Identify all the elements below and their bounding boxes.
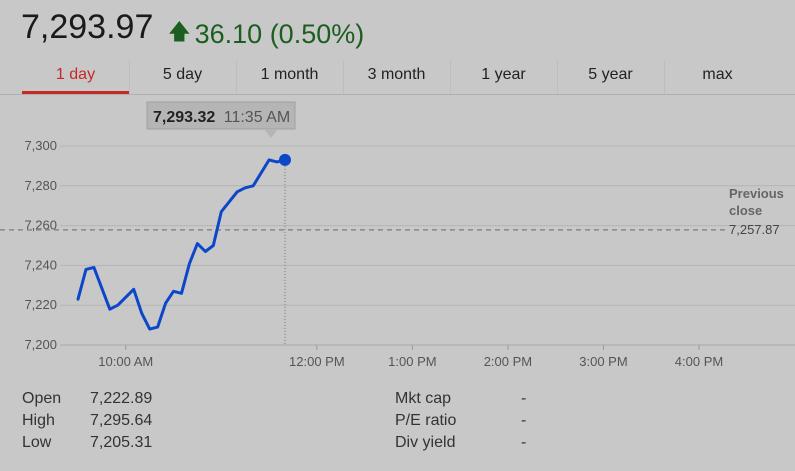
stat-row-open: Open 7,222.89 xyxy=(22,390,152,412)
tab-1-year[interactable]: 1 year xyxy=(481,66,526,83)
tab-divider xyxy=(236,60,237,94)
tooltip-time: 11:35 AM xyxy=(224,109,290,126)
stat-label: Div yield xyxy=(395,434,456,451)
y-tick-label: 7,200 xyxy=(24,337,57,352)
tab-divider xyxy=(557,60,558,94)
up-arrow-icon: 🡅 xyxy=(168,19,191,44)
stat-label: P/E ratio xyxy=(395,412,457,429)
x-tick-label: 2:00 PM xyxy=(484,354,532,369)
stats-right: Mkt cap - P/E ratio - Div yield - xyxy=(395,390,526,456)
previous-close-label: Previous xyxy=(729,186,784,201)
tab-5-day[interactable]: 5 day xyxy=(162,66,203,83)
stat-value: 7,222.89 xyxy=(90,390,153,407)
x-tick-label: 4:00 PM xyxy=(675,354,723,369)
tab-1-month[interactable]: 1 month xyxy=(260,66,319,83)
stat-row-high: High 7,295.64 xyxy=(22,412,152,434)
tabs-divider xyxy=(0,94,795,95)
tab-1-day[interactable]: 1 day xyxy=(22,60,129,94)
stat-row-pe-ratio: P/E ratio - xyxy=(395,412,526,434)
tab-max[interactable]: max xyxy=(702,66,733,83)
y-tick-label: 7,220 xyxy=(24,297,57,312)
y-axis-labels: 7,200 7,220 7,240 7,260 7,280 7,300 xyxy=(24,138,57,352)
stat-value: - xyxy=(521,390,527,407)
x-tick-label: 1:00 PM xyxy=(388,354,436,369)
price-change: 🡅 36.10 (0.50%) xyxy=(168,15,364,53)
stat-value: 7,295.64 xyxy=(90,412,153,429)
y-tick-label: 7,280 xyxy=(24,178,57,193)
stat-row-mkt-cap: Mkt cap - xyxy=(395,390,526,412)
tab-5-year[interactable]: 5 year xyxy=(588,66,633,83)
x-tick-label: 10:00 AM xyxy=(98,354,153,369)
tooltip-value: 7,293.32 xyxy=(153,109,215,126)
chart-gridlines xyxy=(60,145,795,346)
stat-value: - xyxy=(521,434,527,451)
stat-value: - xyxy=(521,412,527,429)
price-change-text: 36.10 (0.50%) xyxy=(194,18,365,49)
range-tabs: 1 day 5 day 1 month 3 month 1 year 5 yea… xyxy=(22,60,772,94)
stat-row-div-yield: Div yield - xyxy=(395,434,526,456)
y-tick-label: 7,300 xyxy=(24,138,57,153)
current-price: 7,293.97 xyxy=(21,8,154,46)
tooltip: 7,293.32 11:35 AM xyxy=(146,101,296,138)
price-line xyxy=(76,158,287,331)
previous-close-value: 7,257.87 xyxy=(729,222,780,237)
y-tick-label: 7,260 xyxy=(24,218,57,233)
stat-label: Low xyxy=(22,434,52,451)
tab-divider xyxy=(664,60,665,94)
x-tick-label: 12:00 PM xyxy=(289,354,345,369)
svg-text:7,293.32 11:35 AM: 7,293.32 11:35 AM xyxy=(153,109,290,126)
y-tick-label: 7,240 xyxy=(24,257,57,272)
tab-divider xyxy=(343,60,344,94)
x-tick-label: 3:00 PM xyxy=(579,354,627,369)
stat-row-low: Low 7,205.31 xyxy=(22,434,152,456)
stat-label: High xyxy=(22,412,55,429)
tab-divider xyxy=(129,60,130,94)
stats-left: Open 7,222.89 High 7,295.64 Low 7,205.31 xyxy=(22,390,152,456)
previous-close-label: close xyxy=(729,203,762,218)
stat-value: 7,205.31 xyxy=(90,434,153,451)
tab-divider xyxy=(450,60,451,94)
tab-3-month[interactable]: 3 month xyxy=(367,66,426,83)
x-axis-labels: 10:00 AM 12:00 PM 1:00 PM 2:00 PM 3:00 PM 4:0… xyxy=(98,345,723,369)
stat-label: Open xyxy=(22,390,62,407)
hover-point xyxy=(279,153,291,166)
stat-label: Mkt cap xyxy=(395,390,452,407)
